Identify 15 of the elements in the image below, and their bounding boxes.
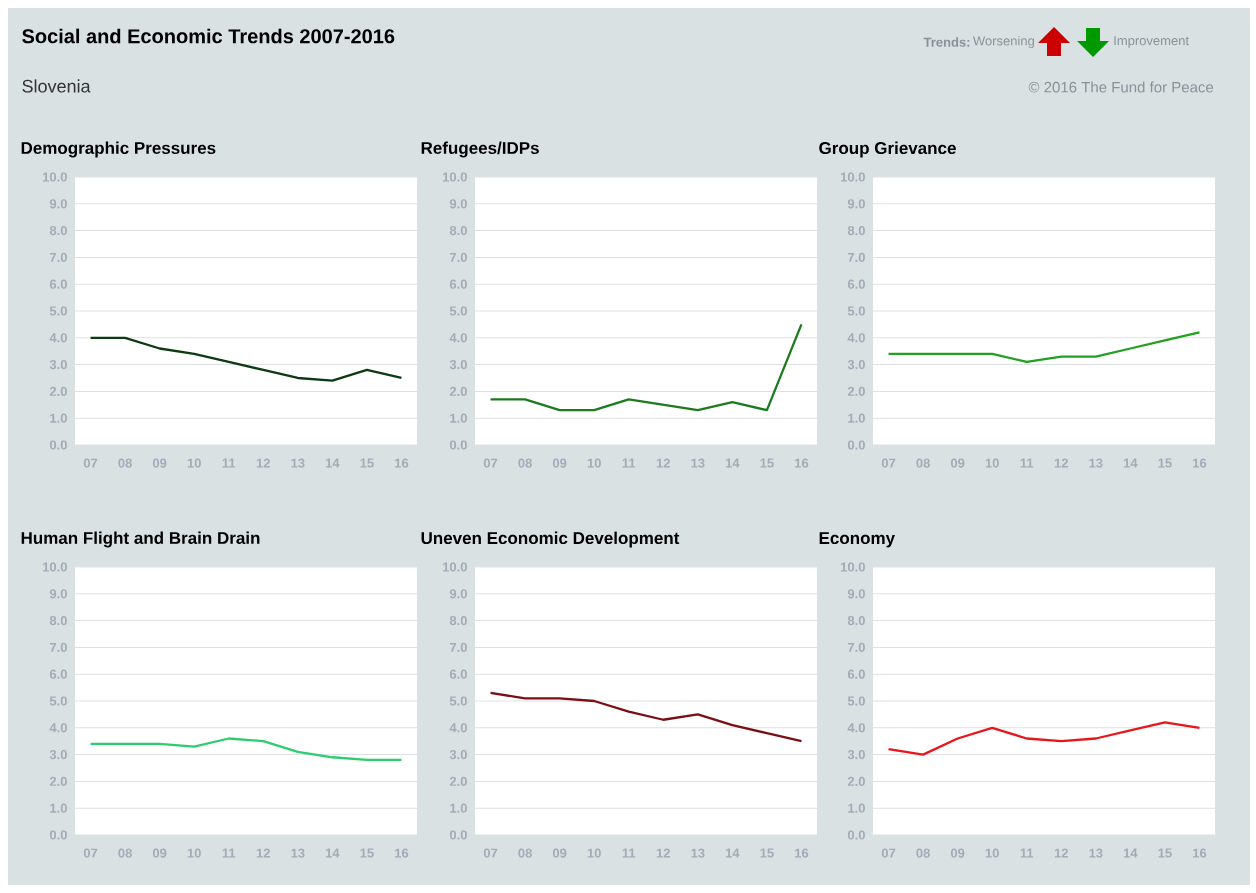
chart-title: Uneven Economic Development bbox=[421, 531, 680, 548]
line-series bbox=[89, 336, 403, 382]
line-series bbox=[489, 691, 803, 743]
chart-title: Human Flight and Brain Drain bbox=[21, 531, 260, 548]
text: Worsening bbox=[972, 35, 1034, 49]
line-series bbox=[887, 721, 1201, 756]
text: Improvement bbox=[1114, 36, 1189, 48]
text: Trends: bbox=[923, 37, 970, 47]
text: Slovenia bbox=[22, 79, 91, 93]
text: Social and Economic Trends 2007-2016 bbox=[22, 28, 395, 44]
text: © 2016 The Fund for Peace bbox=[1028, 81, 1214, 93]
chart-title: Demographic Pressures bbox=[21, 141, 216, 158]
chart-title: Refugees/IDPs bbox=[421, 141, 539, 158]
chart-title: Group Grievance bbox=[819, 141, 956, 158]
chart-title: Economy bbox=[819, 532, 895, 548]
